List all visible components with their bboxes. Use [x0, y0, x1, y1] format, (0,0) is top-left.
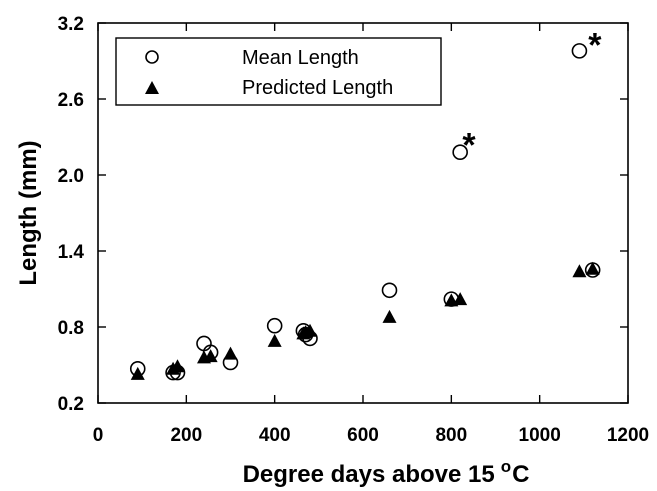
- x-axis-title-superscript: o: [501, 457, 511, 476]
- asterisk-annotation: *: [588, 26, 602, 64]
- mean-length-point: [302, 330, 318, 347]
- mean-length-point: [165, 364, 181, 381]
- series-layer: [129, 43, 601, 381]
- predicted-length-point: [453, 292, 468, 306]
- asterisk-annotation: *: [462, 126, 476, 164]
- annotations: **: [462, 26, 602, 164]
- y-tick-label: 2.6: [58, 90, 84, 111]
- mean-length-point: [381, 282, 398, 299]
- x-tick-label: 400: [259, 425, 291, 446]
- predicted-length-point: [572, 264, 587, 278]
- y-tick-label: 3.2: [58, 14, 84, 35]
- x-axis-title-main: Degree days above 15: [243, 461, 495, 488]
- mean-length-point: [266, 317, 283, 334]
- ticks: [97, 22, 629, 404]
- legend-label-mean-length: Mean Length: [242, 47, 359, 69]
- legend: Mean Length Predicted Length: [115, 37, 442, 106]
- mean-length-point: [222, 354, 239, 371]
- legend-box: [115, 37, 442, 106]
- predicted-length-point: [267, 333, 282, 347]
- x-axis-title-suffix: C: [512, 461, 529, 488]
- y-tick-label: 0.8: [58, 318, 84, 339]
- mean-length-point: [297, 326, 314, 343]
- legend-marker-mean-length: [145, 50, 159, 64]
- x-tick-label: 0: [93, 425, 104, 446]
- mean-length-point: [169, 364, 186, 381]
- x-tick-label: 800: [435, 425, 467, 446]
- predicted-length-point: [130, 366, 145, 380]
- x-axis-title: Degree days above 15 oC: [243, 457, 530, 488]
- x-tick-label: 1200: [607, 425, 649, 446]
- mean-length-point: [129, 360, 146, 377]
- y-tick-label: 0.2: [58, 394, 84, 415]
- predicted-length-point: [382, 309, 397, 323]
- tick-labels: 0 200 400 600 800 1000 1200 0.2 0.8 1.4 2.0 2.6 3.2: [58, 14, 650, 446]
- y-axis-title: Length (mm): [15, 140, 42, 285]
- mean-length-point: [584, 262, 601, 278]
- legend-label-predicted-length: Predicted Length: [242, 77, 393, 99]
- x-tick-label: 600: [347, 425, 379, 446]
- y-tick-label: 1.4: [58, 242, 85, 263]
- mean-length-point: [571, 43, 588, 59]
- mean-length-point: [443, 291, 460, 307]
- mean-length-point: [452, 144, 468, 160]
- x-tick-label: 1000: [519, 425, 561, 446]
- y-tick-label: 2.0: [58, 166, 84, 187]
- legend-marker-predicted-length: [145, 81, 159, 94]
- x-tick-label: 200: [170, 425, 202, 446]
- predicted-length-point: [585, 261, 600, 275]
- mean-length-point: [202, 344, 219, 361]
